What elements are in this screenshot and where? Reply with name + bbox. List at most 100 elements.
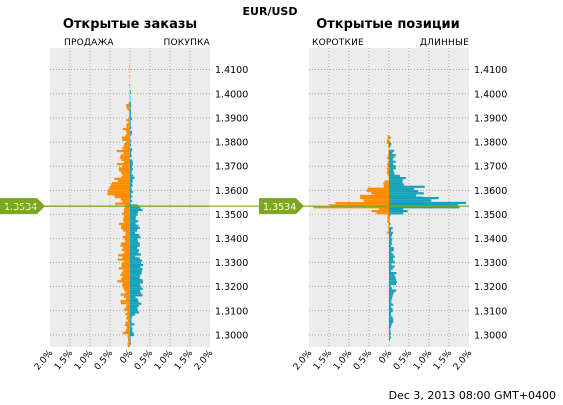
bar [389, 301, 392, 304]
bar [389, 227, 393, 230]
x-tick-label: 1.5% [312, 348, 335, 372]
bar [122, 173, 130, 177]
bar [130, 122, 131, 125]
bar [389, 185, 425, 188]
bar [130, 333, 134, 337]
bar [389, 285, 392, 288]
y-tick-label: 1.3600 [215, 186, 248, 197]
bar [125, 134, 130, 137]
bar [389, 276, 396, 279]
bar [389, 236, 392, 239]
bar [386, 171, 389, 175]
bar [389, 207, 404, 211]
x-tick-label: 1.0% [332, 348, 355, 372]
bar [130, 109, 132, 112]
bar [130, 253, 142, 256]
bar [130, 340, 131, 343]
bar [130, 226, 140, 229]
y-tick-label: 1.4100 [474, 65, 507, 76]
bar [130, 154, 132, 158]
y-tick-label: 1.3400 [474, 234, 507, 245]
bar [130, 309, 138, 312]
bar [130, 117, 132, 121]
right-side-label: ДЛИННЫЕ [420, 38, 469, 48]
y-tick-label: 1.3000 [474, 330, 507, 341]
bar [130, 115, 132, 118]
bar [127, 342, 130, 345]
bar [121, 176, 130, 179]
bar [389, 201, 431, 204]
bar [124, 238, 130, 241]
bar [389, 244, 392, 247]
open-positions-panel: Открытые позиции КОРОТКИЕ ДЛИННЫЕ 1.4100… [0, 17, 507, 372]
panel-title: Открытые позиции [316, 17, 460, 32]
bar [389, 320, 394, 324]
left-side-label: КОРОТКИЕ [312, 38, 364, 48]
bar [389, 261, 395, 264]
bar [130, 323, 135, 326]
bar [389, 204, 458, 207]
bar [389, 263, 392, 266]
bar [360, 197, 389, 200]
bar [130, 220, 139, 223]
bar [389, 151, 393, 155]
bar [130, 327, 133, 330]
bar [121, 227, 130, 230]
bar [126, 326, 130, 329]
bar [388, 145, 389, 149]
bar [376, 212, 389, 215]
bar [389, 330, 391, 333]
bar [130, 215, 136, 219]
bar [124, 289, 130, 292]
bar [129, 64, 130, 67]
bar [122, 200, 130, 203]
bar [123, 246, 130, 249]
bar [389, 222, 391, 226]
bar [130, 304, 139, 307]
bar [126, 127, 130, 131]
bar [130, 276, 140, 280]
bar [122, 165, 130, 168]
bar [130, 231, 136, 234]
bar [130, 259, 143, 262]
bar [128, 116, 130, 120]
bar [384, 180, 389, 183]
bar [130, 111, 132, 114]
bar [130, 242, 140, 245]
bar [130, 329, 133, 332]
x-tick-label: 0.5% [352, 348, 375, 372]
y-tick-label: 1.4000 [474, 89, 507, 100]
bar [118, 167, 130, 170]
bar [130, 251, 139, 254]
bar [123, 217, 130, 220]
bar [366, 189, 389, 192]
bar [130, 285, 142, 288]
bar [389, 162, 394, 165]
bar [389, 265, 395, 268]
bar [128, 340, 130, 343]
bar [130, 316, 132, 319]
bar [389, 305, 392, 308]
bar [130, 102, 131, 105]
bar [122, 256, 130, 259]
bar [130, 170, 132, 173]
right-side-label: ПОКУПКА [164, 38, 211, 48]
y-tick-label: 1.3700 [474, 162, 507, 173]
x-tick-label: 2.0% [33, 348, 56, 372]
bar [125, 313, 130, 316]
bar [129, 94, 130, 97]
bar [130, 255, 136, 258]
series-left [107, 64, 130, 348]
y-tick-label: 1.4000 [215, 89, 248, 100]
bar [123, 286, 130, 290]
bar [387, 137, 389, 140]
bar [126, 123, 130, 126]
bar [130, 163, 133, 166]
bar [126, 140, 130, 144]
bar [120, 154, 130, 157]
bar [388, 152, 389, 155]
bar [383, 182, 389, 185]
bar [388, 143, 389, 146]
bar [128, 121, 130, 124]
bar [126, 125, 130, 128]
